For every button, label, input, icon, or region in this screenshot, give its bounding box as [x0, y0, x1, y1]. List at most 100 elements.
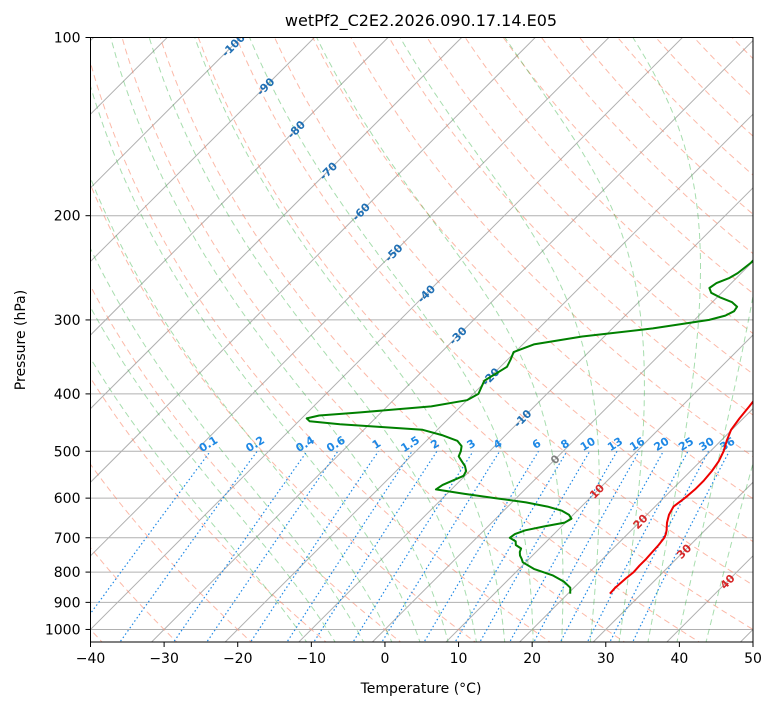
moist-adiabat — [110, 37, 449, 642]
x-tick-label: −30 — [149, 651, 179, 667]
background-lines — [90, 24, 775, 644]
mixing-ratio-label: 1.5 — [399, 434, 422, 455]
isotherm-line — [224, 113, 753, 642]
mixing-ratio-line — [119, 450, 258, 642]
isotherm-line — [739, 628, 753, 642]
dry-adiabat — [90, 183, 477, 642]
mixing-ratio-line — [172, 450, 308, 642]
x-axis: −40 −30 −20 −10 0 10 20 30 40 50 — [76, 642, 762, 667]
y-tick-label: 500 — [54, 444, 81, 460]
x-tick-label: 30 — [597, 651, 615, 667]
dry-adiabat — [502, 37, 753, 294]
moist-adiabat — [90, 84, 421, 642]
plot-frame — [90, 37, 754, 643]
dry-adiabat — [350, 37, 753, 458]
dry-adiabat — [90, 376, 327, 642]
y-axis: 100 200 300 400 500 600 700 800 900 1000 — [45, 31, 91, 638]
isotherm-line — [90, 37, 389, 336]
dry-adiabat — [235, 37, 753, 586]
x-tick-label: −10 — [297, 651, 327, 667]
dry-adiabat — [693, 37, 753, 99]
moist-adiabat — [676, 293, 753, 642]
y-tick-label: 600 — [54, 491, 81, 507]
moist-adiabat — [399, 37, 600, 642]
dry-adiabat — [274, 37, 753, 543]
isotherm-line — [90, 37, 610, 557]
dry-adiabat — [757, 24, 775, 644]
isotherm-line — [371, 260, 753, 642]
dry-adiabat — [121, 37, 626, 642]
mixing-ratio-line — [90, 450, 211, 615]
dry-adiabat — [90, 60, 551, 642]
profile-series — [305, 259, 753, 595]
mixing-ratio-label: 6 — [530, 437, 544, 452]
isotherm-line — [150, 39, 753, 642]
moist-adiabat — [316, 37, 564, 642]
mixing-ratio-label: 0.2 — [244, 434, 267, 455]
mixing-ratio-line — [286, 450, 413, 642]
dry-adiabat — [312, 37, 753, 500]
x-tick-label: 10 — [450, 651, 468, 667]
isotherm-line — [90, 37, 536, 483]
mixing-ratio-line — [313, 450, 438, 642]
y-tick-label: 400 — [54, 387, 81, 403]
isotherm-line — [592, 481, 753, 642]
dry-adiabat — [197, 37, 753, 631]
y-tick-label: 900 — [54, 595, 81, 611]
moist-adiabat — [90, 176, 393, 642]
moist-adiabat — [504, 37, 645, 642]
isotherm-line — [518, 407, 753, 642]
temperature-line — [609, 399, 753, 595]
dry-adiabat — [90, 285, 402, 642]
dry-adiabat — [731, 37, 753, 60]
mixing-ratio-label: 2 — [428, 437, 441, 452]
moist-adiabat — [148, 37, 477, 642]
isotherm-label: -90 — [254, 75, 277, 98]
mixing-ratio-line — [609, 451, 710, 642]
mixing-ratio-line — [381, 450, 501, 642]
y-tick-label: 700 — [54, 531, 81, 547]
dewpoint-line — [305, 259, 753, 594]
moist-adiabat — [90, 247, 365, 642]
y-tick-label: 200 — [54, 209, 81, 225]
y-tick-label: 1000 — [45, 622, 81, 638]
moist-adiabat — [705, 461, 753, 642]
isotherm-line — [445, 334, 753, 642]
dry-adiabat — [655, 37, 753, 137]
x-axis-label: Temperature (°C) — [360, 681, 482, 697]
dry-adiabat — [90, 463, 253, 642]
isotherm-line — [298, 187, 753, 642]
x-tick-label: 40 — [670, 651, 688, 667]
mixing-ratio-label: 3 — [465, 437, 478, 452]
isotherm-line — [90, 37, 316, 263]
isotherm-line — [90, 37, 463, 410]
moist-adiabat — [194, 37, 506, 642]
mixing-ratio-line — [352, 450, 474, 642]
dry-adiabat — [464, 37, 753, 335]
mixing-ratio-line — [586, 451, 689, 642]
mixing-ratio-line — [454, 450, 568, 642]
x-tick-label: 50 — [744, 651, 762, 667]
moist-adiabat — [632, 37, 701, 642]
mixing-ratio-line — [249, 450, 379, 642]
x-tick-label: −20 — [223, 651, 253, 667]
y-tick-label: 800 — [54, 565, 81, 581]
isotherm-line — [90, 37, 684, 631]
isotherm-line — [90, 37, 242, 189]
moist-adiabat — [90, 357, 308, 642]
x-tick-label: 20 — [523, 651, 541, 667]
mixing-ratio-line — [559, 451, 664, 642]
y-tick-label: 300 — [54, 313, 81, 329]
chart-title: wetPf2_C2E2.2026.090.17.14.E05 — [285, 11, 557, 31]
mixing-ratio-line — [206, 450, 339, 642]
mixing-ratio-label: 0.1 — [197, 434, 220, 455]
x-tick-label: −40 — [76, 651, 106, 667]
y-tick-label: 100 — [54, 31, 81, 47]
x-tick-label: 0 — [380, 651, 389, 667]
dry-adiabat — [388, 37, 753, 416]
mixing-ratio-label: 4 — [491, 437, 505, 452]
moist-adiabat — [90, 306, 336, 642]
y-axis-label: Pressure (hPa) — [13, 290, 29, 390]
